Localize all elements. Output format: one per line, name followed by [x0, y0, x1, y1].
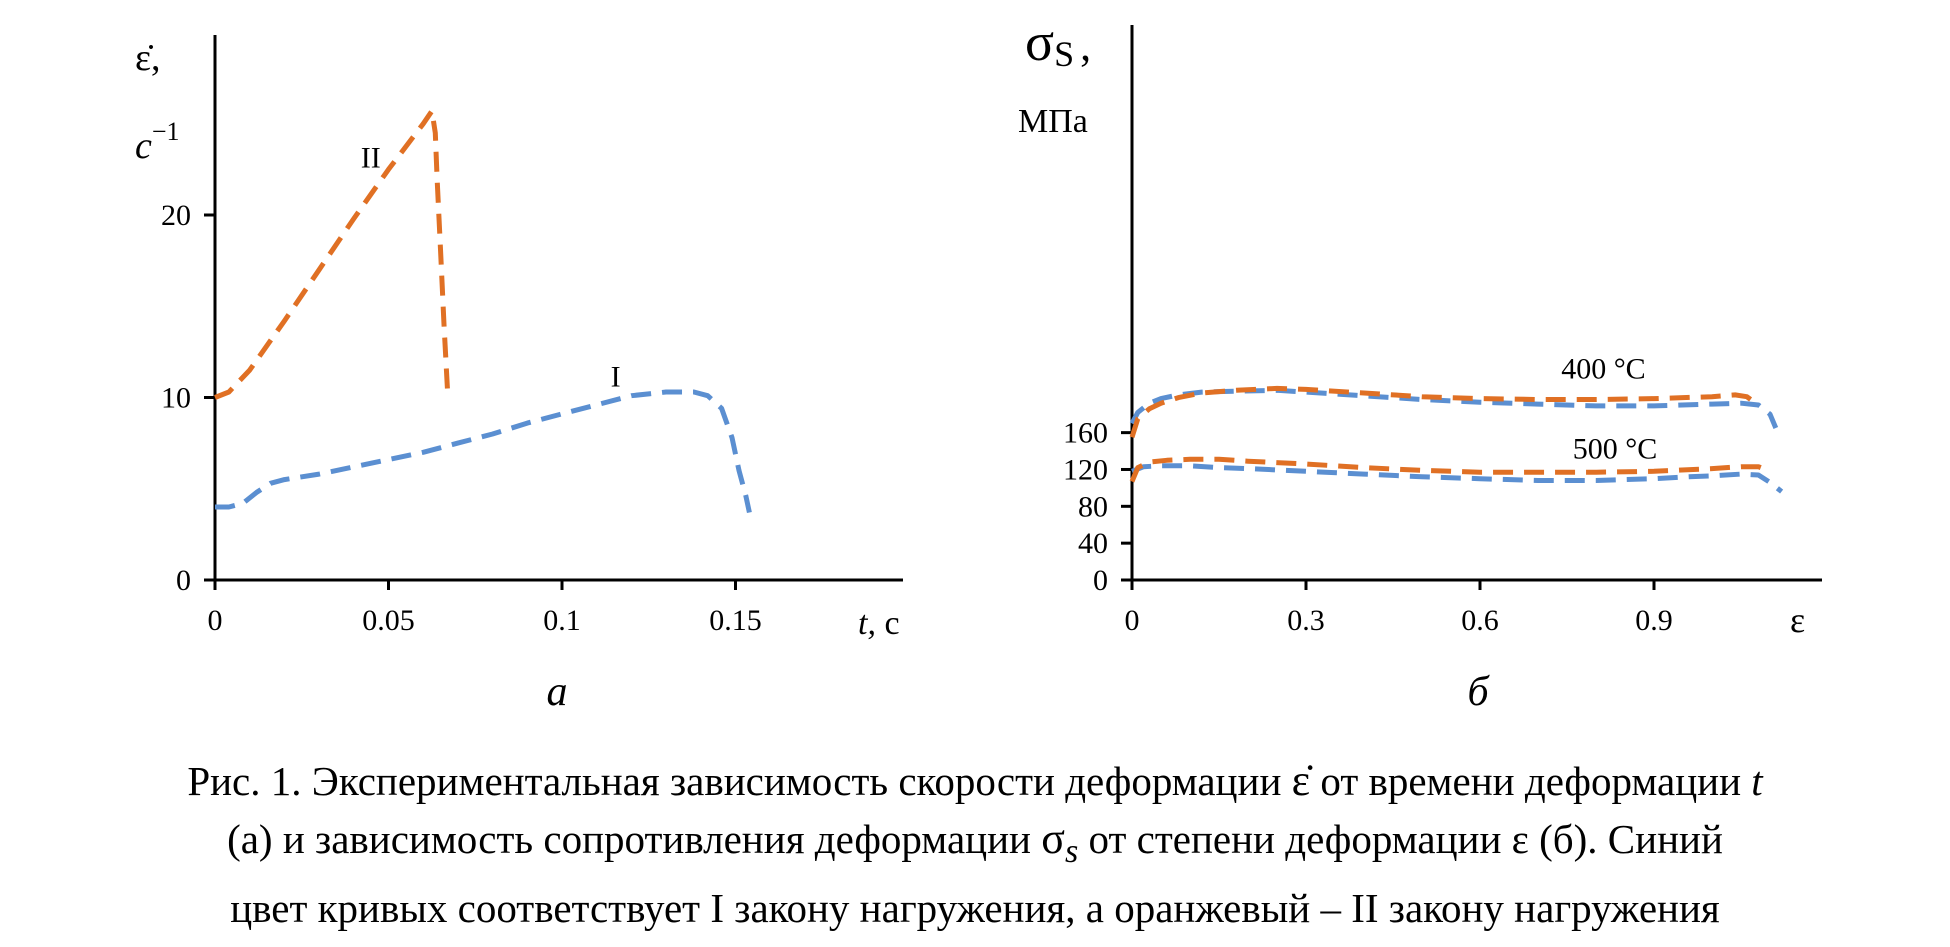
y-tick-label: 80 — [1078, 490, 1108, 523]
x-tick-label: 0.1 — [543, 604, 581, 637]
chart-b-ylabel-sigma: σ — [1025, 12, 1054, 72]
y-tick-label: 0 — [176, 564, 191, 597]
series-line-1 — [215, 389, 752, 514]
curve-annotation: 500 °C — [1573, 432, 1658, 465]
chart-a-ylabel-symbol: ε̇, — [135, 37, 160, 79]
caption-text: (б). Синий — [1528, 816, 1723, 862]
chart-a-ylabel-unit: с−1 — [135, 117, 180, 167]
caption-text: от степени деформации — [1078, 816, 1512, 862]
caption-text: (а) и зависимость сопротивления деформац… — [227, 816, 1042, 862]
caption-epsilon: ε — [1511, 816, 1529, 862]
chart-b-ylabel-unit: МПа — [1018, 103, 1088, 140]
x-tick-label: 0.15 — [709, 604, 762, 637]
caption-line-3: цвет кривых соответствует I закону нагру… — [230, 885, 1720, 932]
chart-a-ylabel-unit-base: с — [135, 125, 152, 167]
chart-b-panel-label: б — [1467, 669, 1490, 715]
x-tick-label: 0.05 — [362, 604, 415, 637]
y-tick-label: 10 — [161, 382, 191, 415]
caption-text: от времени деформации — [1310, 758, 1752, 804]
caption-sigma: σ — [1041, 814, 1065, 863]
y-tick-label: 160 — [1063, 417, 1108, 450]
series-line-2 — [1129, 385, 1760, 438]
figure-caption: Рис. 1. Экспериментальная зависимость ск… — [0, 752, 1950, 937]
x-tick-label: 0 — [1125, 604, 1140, 637]
chart-b-ylabel-subscript: S — [1054, 34, 1074, 74]
y-tick-label: 0 — [1093, 564, 1108, 597]
y-tick-label: 40 — [1078, 527, 1108, 560]
caption-line-1: Рис. 1. Экспериментальная зависимость ск… — [0, 752, 1950, 810]
chart-a-ylabel-unit-exp: −1 — [152, 117, 180, 146]
caption-sigma-sub: s — [1064, 833, 1079, 871]
series-line-1 — [1129, 387, 1779, 429]
caption-epsilon-dot: ε̇ — [1291, 756, 1311, 805]
chart-a-xlabel-symbol: t, — [858, 605, 876, 642]
curve-annotation: 400 °C — [1561, 352, 1646, 385]
caption-t: t — [1751, 758, 1763, 804]
series-line-4 — [1129, 456, 1771, 483]
chart-a-panel-label: а — [547, 669, 568, 715]
series-line-2 — [214, 108, 450, 400]
x-tick-label: 0 — [208, 604, 223, 637]
chart-b-xlabel: ε — [1790, 600, 1805, 640]
chart-a-xlabel: t, с — [858, 605, 900, 642]
x-tick-label: 0.9 — [1635, 604, 1673, 637]
caption-text: Рис. 1. Экспериментальная зависимость ск… — [187, 758, 1292, 804]
x-tick-label: 0.6 — [1461, 604, 1499, 637]
chart-b-ylabel-symbol: σS, — [1025, 12, 1091, 74]
curve-annotation: I — [611, 361, 621, 394]
caption-line-2: (а) и зависимость сопротивления деформац… — [0, 810, 1950, 880]
series-line-3 — [1131, 463, 1784, 494]
chart-b-ylabel-comma: , — [1080, 21, 1091, 70]
y-tick-label: 120 — [1063, 453, 1108, 486]
chart-a-xlabel-unit: с — [876, 605, 900, 642]
x-tick-label: 0.3 — [1287, 604, 1325, 637]
y-tick-label: 20 — [161, 199, 191, 232]
curve-annotation: II — [361, 142, 381, 175]
